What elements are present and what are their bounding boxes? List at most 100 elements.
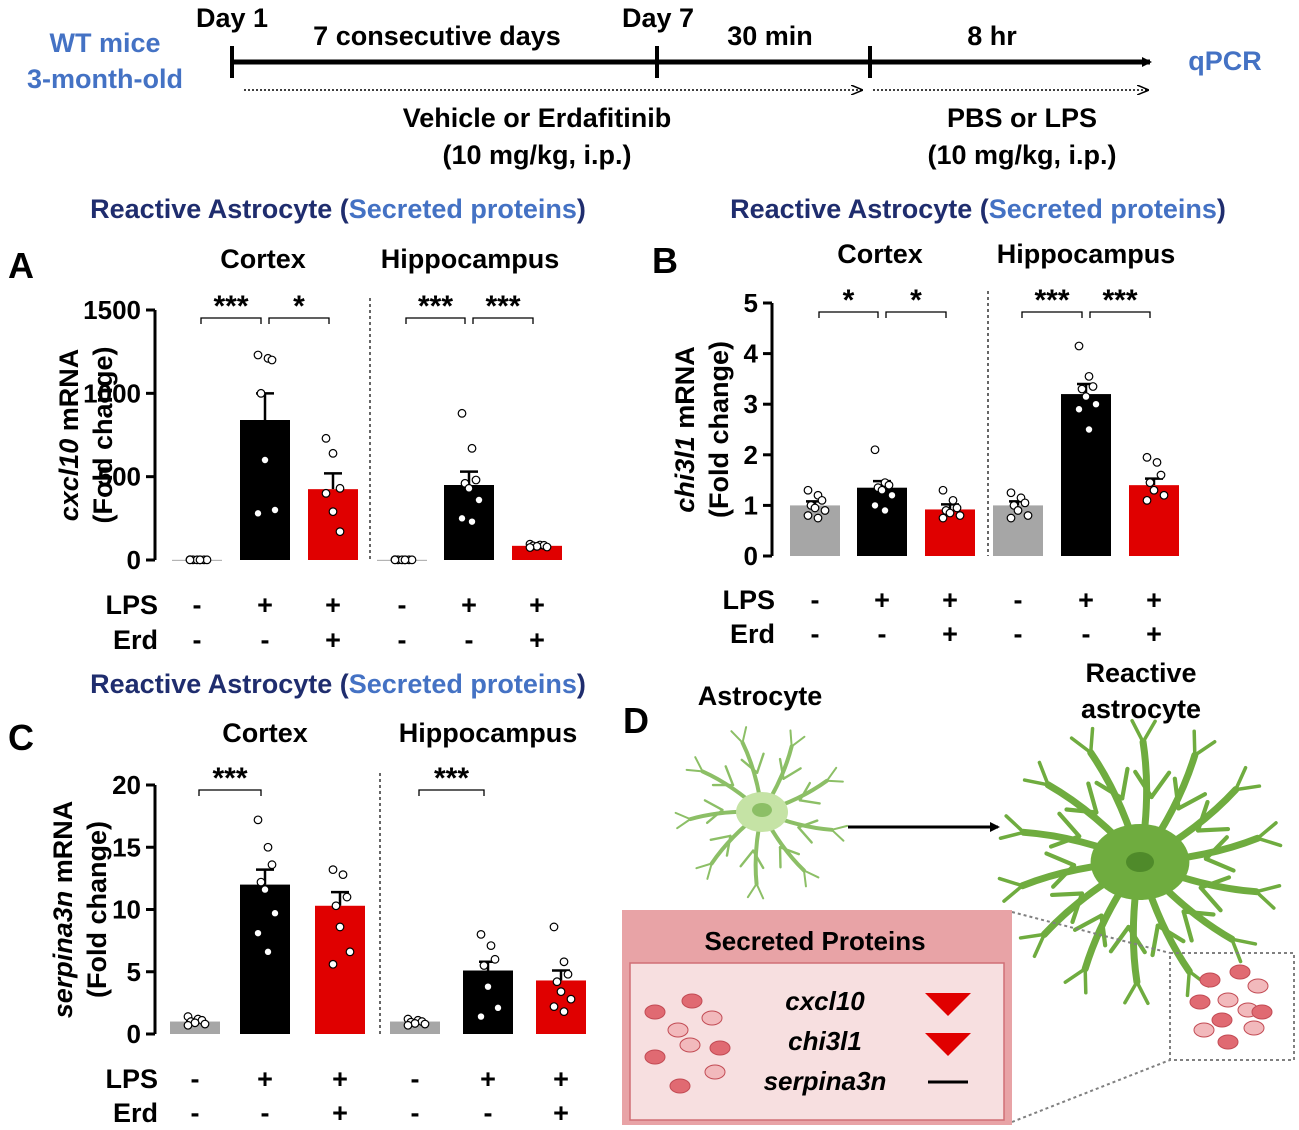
secreted-protein-dot: [679, 1037, 701, 1053]
data-point: [390, 555, 400, 565]
significance-label: ***: [485, 290, 520, 323]
astrocyte-branch: [1185, 969, 1192, 998]
chart-b: 0 1 2 3 4 5 chi3l1 mRNA (Fold change) Cortex Hipp…: [670, 239, 1179, 649]
astrocyte-branch: [1181, 909, 1216, 917]
y-tick-label: 5: [127, 957, 141, 987]
y-axis-label-unit: (Fold change): [88, 347, 118, 524]
data-point: [195, 555, 205, 565]
data-point: [331, 901, 341, 911]
significance-label: *: [910, 284, 922, 317]
secreted-protein-dot: [709, 1040, 731, 1056]
secreted-protein-dot: [681, 993, 703, 1009]
gene-label-chi3l1: chi3l1: [788, 1026, 862, 1056]
astrocyte-branch: [1070, 891, 1085, 925]
data-point: [328, 448, 338, 458]
secreted-protein-dot: [701, 1010, 723, 1026]
astrocyte-branch: [1002, 883, 1025, 903]
data-point: [1091, 399, 1101, 409]
data-point: [479, 961, 489, 970]
zoom-secreted-dots: [1189, 964, 1273, 1050]
data-point: [474, 495, 484, 505]
treatment2-label: PBS or LPS: [947, 103, 1097, 133]
reactive-astrocyte-icon: [997, 718, 1283, 1006]
astrocyte-branch: [685, 768, 704, 773]
treatment2-dose: (10 mg/kg, i.p.): [927, 140, 1116, 170]
data-point: [321, 488, 331, 498]
data-point: [1074, 341, 1084, 351]
data-point: [1023, 511, 1033, 520]
astrocyte-branch: [825, 779, 844, 783]
y-axis-label: serpina3n mRNA: [48, 801, 78, 1019]
data-point: [335, 483, 345, 493]
data-point: [1020, 498, 1030, 508]
significance-bracket: [405, 317, 466, 324]
astrocyte-branch: [1255, 836, 1283, 848]
astrocyte-branch: [1094, 780, 1125, 801]
astrocyte-branch: [1086, 781, 1099, 815]
astrocyte-branch: [1233, 784, 1262, 792]
astrocyte-branch: [1032, 932, 1047, 959]
bar: [308, 489, 358, 560]
bar: [1061, 394, 1111, 556]
data-point: [1159, 490, 1169, 500]
panel-b-title: Reactive Astrocyte (Secreted proteins): [730, 194, 1226, 224]
secreted-protein-dot: [1217, 1034, 1239, 1050]
secreted-protein-dot: [667, 1022, 689, 1038]
region-label: Cortex: [222, 718, 308, 748]
data-point: [260, 885, 270, 894]
significance-bracket: [1089, 311, 1151, 318]
data-point: [1077, 384, 1087, 394]
data-point: [1152, 457, 1162, 467]
erd-row-label: Erd: [730, 619, 775, 649]
y-axis-label: cxcl10 mRNA: [54, 349, 84, 522]
data-point: [410, 1019, 420, 1028]
lps-row-label: LPS: [105, 1064, 158, 1094]
data-point: [532, 541, 542, 551]
data-point: [270, 908, 280, 918]
astrocyte-branch: [778, 757, 785, 780]
astrocyte-branch: [1130, 718, 1145, 744]
secreted-protein-dot: [704, 1064, 726, 1080]
astrocyte-branch: [1126, 924, 1147, 955]
data-point: [457, 408, 467, 418]
timeline-consecutive-label: 7 consecutive days: [313, 21, 561, 51]
astrocyte-branch: [797, 826, 813, 844]
significance-label: *: [293, 290, 305, 323]
astrocyte-branch: [751, 849, 765, 870]
erd-sign: -: [811, 619, 820, 649]
y-tick-label: 0: [127, 1019, 141, 1049]
reactive-astrocyte-label-2: astrocyte: [1081, 694, 1201, 724]
secreted-protein-dot: [669, 1078, 691, 1094]
data-point: [471, 475, 481, 485]
erd-sign: +: [325, 625, 341, 655]
astrocyte-branch: [746, 882, 758, 899]
y-tick-label: 1: [744, 490, 758, 520]
astrocyte-branch: [674, 811, 692, 821]
astrocyte-branch: [740, 758, 759, 774]
lps-sign: +: [332, 1064, 348, 1094]
data-point: [263, 947, 273, 957]
data-point: [321, 433, 331, 443]
panel-d: Astrocyte Reactive astrocyte Secreted Pr…: [622, 658, 1295, 1125]
astrocyte-branch: [1108, 924, 1131, 954]
significance-bracket: [818, 311, 879, 318]
data-point: [870, 445, 880, 455]
data-point: [955, 511, 965, 520]
data-point: [525, 543, 535, 552]
data-point: [476, 1012, 486, 1021]
secreted-protein-dot: [1247, 978, 1269, 994]
astrocyte-branch: [830, 828, 845, 842]
data-point: [476, 930, 486, 939]
lps-sign: +: [942, 585, 958, 615]
astrocyte-branch: [1051, 863, 1077, 889]
astrocyte-branch: [1120, 766, 1130, 801]
data-point: [810, 503, 820, 513]
astrocyte-branch: [1072, 913, 1104, 932]
astrocyte-branch: [1192, 729, 1197, 758]
y-tick-label: 0: [127, 545, 141, 575]
timeline-qpcr-label: qPCR: [1188, 46, 1262, 76]
secreted-protein-dot: [1199, 972, 1221, 988]
y-tick-label: 1000: [83, 378, 141, 408]
lps-sign: -: [811, 585, 820, 615]
data-point: [870, 501, 880, 510]
